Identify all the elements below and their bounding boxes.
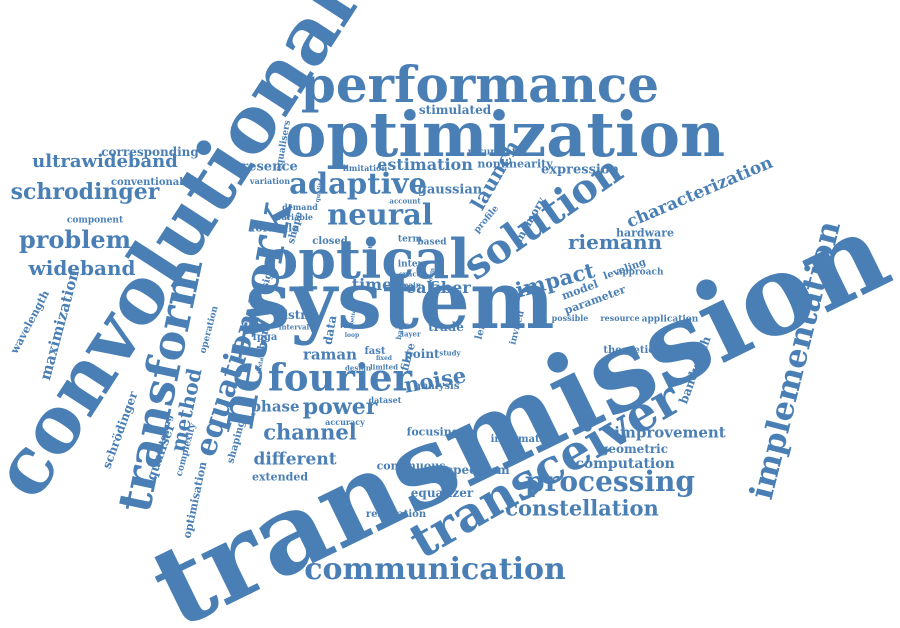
word-account: account — [389, 196, 421, 206]
word-limitation: limitation — [342, 163, 388, 173]
word-continuous: continuous — [376, 459, 446, 473]
word-information: information — [490, 434, 558, 445]
word-variation: variation — [249, 176, 291, 186]
word-time: time — [351, 275, 393, 294]
word-spectrum: spectrum — [446, 463, 510, 477]
word-channel: channel — [263, 419, 357, 445]
word-presence: presence — [232, 159, 298, 175]
word-inter: inter — [397, 259, 423, 270]
word-power: power — [302, 394, 378, 420]
word-trade: trade — [428, 320, 464, 334]
word-realization: realization — [365, 509, 427, 520]
word-formula: formula — [250, 221, 300, 235]
word-based: based — [417, 237, 447, 248]
word-fixed: fixed — [376, 355, 392, 362]
word-raman: raman — [302, 345, 358, 364]
word-interval: interval — [278, 322, 310, 332]
word-fiber: fiber — [429, 278, 471, 297]
word-closed: closed — [312, 236, 348, 247]
word-phase: phase — [250, 397, 300, 416]
word-main: main — [401, 280, 421, 290]
word-dataset: dataset — [368, 395, 402, 405]
word-study: study — [439, 348, 461, 358]
word-adaptive: adaptive — [289, 166, 427, 201]
word-different: different — [253, 449, 337, 470]
word-theoretical: theoretical — [603, 345, 665, 356]
word-computation: computation — [575, 456, 675, 472]
word-layer: layer — [401, 329, 421, 339]
word-neural: neural — [327, 197, 433, 232]
word-improvement: improvement — [614, 423, 726, 442]
word-loop: loop — [344, 332, 360, 339]
word-system: system — [245, 253, 555, 347]
word-corresponding: corresponding — [101, 145, 199, 159]
word-gain: gain — [394, 322, 410, 329]
word-approach: approach — [616, 267, 664, 278]
word-wideband: wideband — [28, 256, 136, 280]
word-design: design — [345, 363, 371, 373]
word-component: component — [66, 215, 124, 226]
word-limited: limited — [370, 362, 398, 372]
word-extended: extended — [251, 470, 309, 484]
word-resource: resource — [600, 313, 640, 323]
word-fourier: fourier — [267, 355, 413, 400]
word-stimulated: stimulated — [418, 103, 492, 117]
word-demand: demand — [282, 202, 318, 212]
word-communication: communication — [304, 552, 566, 587]
word-possible: possible — [551, 313, 589, 323]
word-accuracy: accuracy — [325, 417, 365, 427]
word-focusing: focusing — [406, 425, 460, 439]
word-hardware: hardware — [615, 226, 675, 240]
word-analysis: analysis — [414, 381, 460, 392]
word-range: range — [340, 323, 360, 330]
word-problem: problem — [19, 225, 131, 254]
word-riemann: riemann — [567, 230, 663, 254]
word-nonlinearity: nonlinearity — [477, 157, 553, 171]
word-optical: optical — [262, 227, 470, 291]
word-estimation: estimation — [377, 155, 473, 174]
word-real: real — [397, 278, 433, 297]
word-optimization: optimization — [284, 98, 726, 171]
word-fpga: fpga — [252, 332, 278, 343]
word-constellation: constellation — [505, 495, 659, 521]
word-geometric: geometric — [599, 442, 669, 456]
word-processing: processing — [525, 465, 695, 498]
word-schrodinger: schrodinger — [10, 179, 160, 205]
word-space: space — [398, 269, 422, 279]
word-gaussian: gaussian — [417, 182, 483, 198]
word-blstm: blstm — [275, 308, 313, 322]
word-conventional: conventional — [110, 177, 184, 188]
word-term: term — [397, 234, 423, 245]
word-point: point — [404, 347, 440, 361]
word-expression: expression — [541, 162, 619, 178]
word-application: application — [641, 314, 699, 325]
word-fast: fast — [364, 346, 386, 357]
word-recurrent: recurrent — [467, 147, 517, 158]
word-equalizer: equalizer — [410, 486, 474, 500]
word-performance: performance — [300, 55, 660, 114]
word-variable: variable — [277, 212, 313, 222]
word-ultrawideband: ultrawideband — [32, 151, 178, 172]
